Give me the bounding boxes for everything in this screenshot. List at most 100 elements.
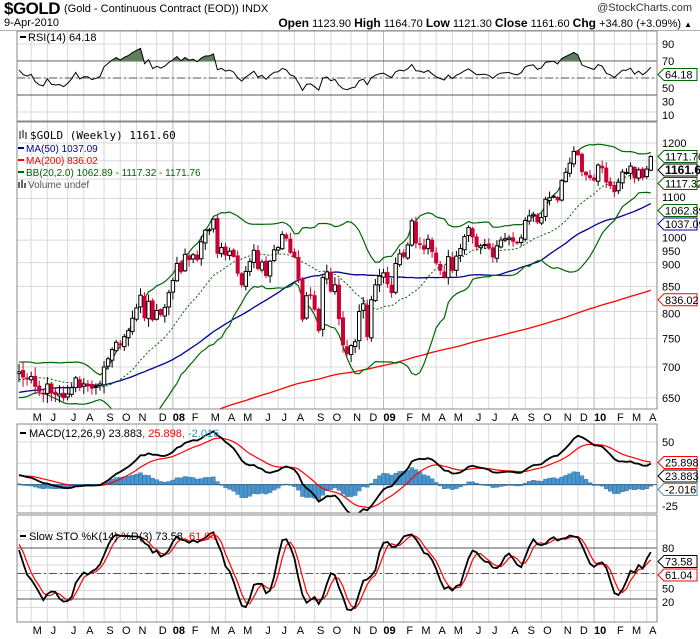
candle — [284, 232, 289, 242]
candle — [462, 234, 467, 255]
candle-body — [158, 309, 163, 315]
candle — [345, 339, 350, 357]
candle-body — [203, 229, 208, 244]
candle — [276, 246, 281, 255]
candle — [138, 288, 143, 314]
rsi-axis-label: 50 — [662, 83, 674, 95]
candle-body — [251, 249, 257, 263]
candle — [405, 242, 411, 260]
axis-label: 20 — [662, 597, 674, 609]
candle — [211, 218, 216, 233]
candle-body — [101, 366, 107, 386]
candle-body — [288, 238, 293, 253]
macd-histogram-bar — [190, 477, 196, 485]
candle — [515, 240, 520, 245]
candle — [170, 277, 176, 300]
month-label: M — [454, 625, 463, 637]
candle — [81, 378, 86, 394]
candle — [527, 209, 532, 225]
month-label: A — [438, 412, 446, 424]
candle — [531, 211, 536, 222]
value-tag-box — [657, 217, 698, 231]
candle-body — [478, 245, 483, 249]
candle — [409, 218, 415, 247]
symbol: $GOLD — [4, 0, 61, 18]
macd-histogram-bar — [608, 484, 613, 492]
candle-body — [579, 153, 584, 172]
rsi-value-tag: 64.18 — [657, 68, 698, 82]
macd-histogram-bar — [644, 484, 649, 489]
candle-body — [385, 272, 390, 285]
macd-histogram-bar — [417, 471, 423, 485]
candle-body — [28, 376, 34, 381]
rsi-axis-label: 90 — [662, 39, 674, 51]
value-tag-text: 1161.60 — [665, 163, 700, 177]
macd-histogram-bar — [263, 484, 269, 495]
month-label: A — [297, 412, 305, 424]
macd-histogram-bar — [146, 475, 151, 485]
candle-body — [361, 303, 366, 311]
month-label: J — [476, 412, 482, 424]
candle-body — [45, 383, 50, 394]
candle-body — [519, 237, 524, 243]
macd-histogram-bar — [446, 484, 451, 489]
candle-body — [174, 262, 180, 282]
macd-histogram-bar — [243, 484, 249, 498]
macd-histogram-bar — [211, 476, 216, 485]
month-label: D — [580, 412, 588, 424]
candle-body — [53, 391, 58, 395]
candle — [182, 248, 188, 272]
stockcharts-watermark[interactable]: @StockCharts.com — [597, 2, 692, 14]
candle — [25, 373, 30, 386]
candle-legend-icon — [19, 130, 27, 139]
sto-axis-label: 20 — [662, 597, 674, 609]
rsi-overbought-fill — [19, 48, 651, 62]
main-axis-label: 950 — [662, 246, 680, 258]
candle — [486, 238, 491, 250]
candle-body — [644, 168, 649, 178]
candle — [523, 217, 528, 242]
candle — [567, 157, 572, 177]
candle — [352, 338, 358, 354]
macd-legend: MACD(12,26,9) 23.883, 25.898, -2.016 — [20, 428, 219, 440]
candle — [425, 234, 431, 255]
candle-body — [130, 317, 135, 332]
candle-body — [365, 304, 370, 337]
candle-body — [150, 300, 155, 321]
macd-legend-hist: , -2.016 — [182, 428, 219, 440]
macd-histogram-bar — [174, 477, 180, 485]
candle — [235, 250, 240, 277]
macd-histogram-bar — [454, 484, 459, 489]
candle — [280, 231, 285, 251]
candle-body — [357, 311, 362, 342]
macd-panel — [17, 430, 657, 513]
candle — [559, 179, 564, 202]
candle-body — [49, 383, 54, 394]
month-label: J — [51, 625, 57, 637]
macd-histogram-bar — [413, 469, 419, 485]
candle — [296, 250, 301, 283]
candle-body — [182, 253, 188, 272]
candle — [28, 371, 34, 384]
ma200-tag: 836.02 — [657, 293, 699, 307]
candle-body — [187, 255, 192, 261]
macd-histogram-bar — [640, 484, 645, 490]
sto-panel — [18, 531, 652, 612]
candle-body — [462, 236, 467, 251]
candle-body — [284, 234, 289, 239]
candle — [600, 160, 605, 174]
rsi-axis-label: 70 — [662, 56, 674, 68]
macd-histogram-bar — [636, 484, 641, 490]
month-label: D — [159, 412, 167, 424]
month-label: S — [317, 625, 324, 637]
macd-histogram-bar — [130, 475, 135, 485]
candle — [563, 167, 568, 183]
candle-body — [227, 250, 232, 256]
price-legend: $GOLD (Weekly) 1161.60 MA(50) 1037.09 MA… — [18, 129, 201, 191]
exchange: INDX — [241, 3, 269, 15]
candle — [361, 296, 366, 319]
candle-body — [41, 392, 46, 395]
candle — [539, 212, 544, 225]
macd-histogram-bar — [543, 478, 548, 485]
